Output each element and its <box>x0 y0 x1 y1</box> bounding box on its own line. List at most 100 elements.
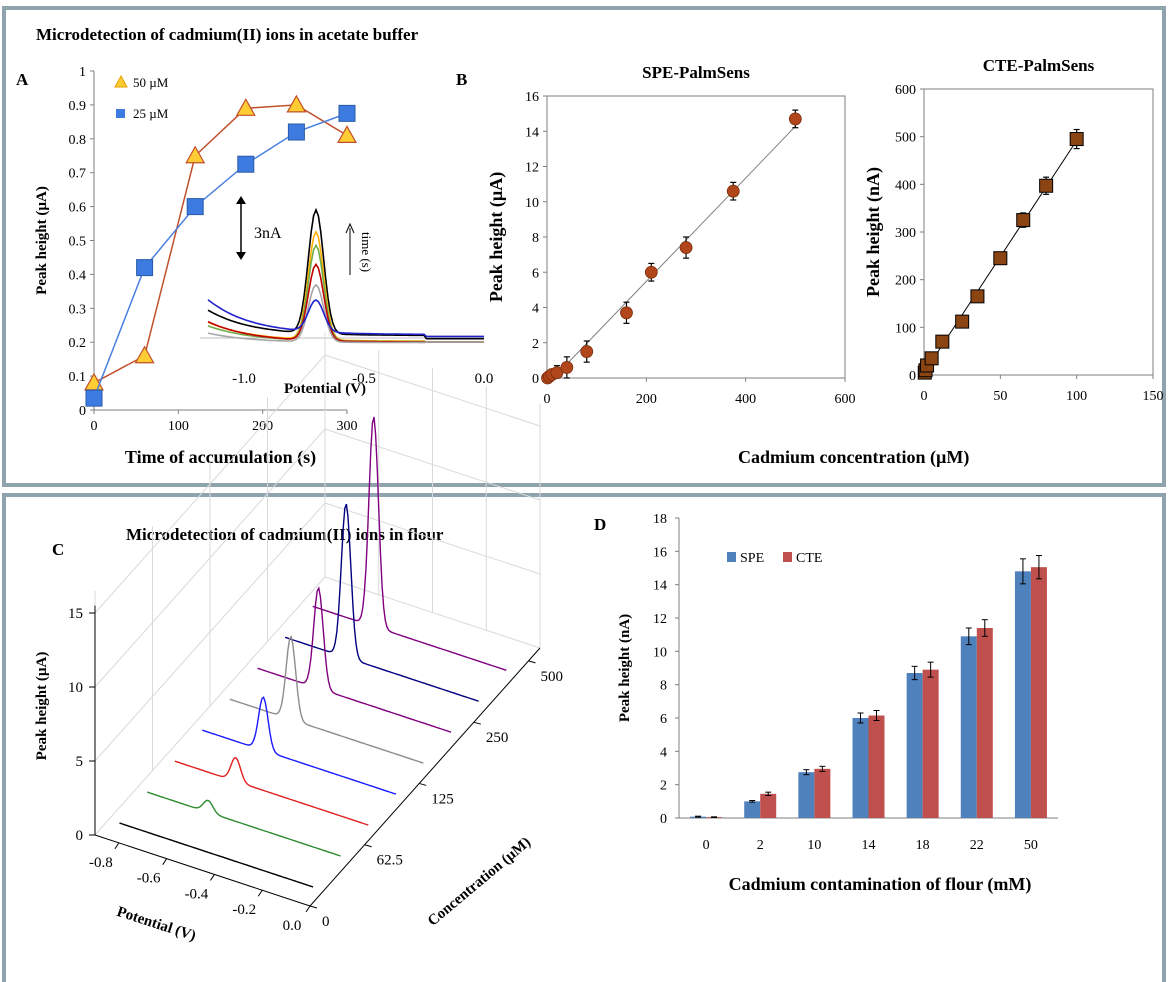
y-tick-label: 18 <box>653 512 667 527</box>
data-point-square <box>287 123 305 141</box>
x-tick-label: 18 <box>916 838 930 853</box>
y-tick-label: 0.5 <box>69 235 87 250</box>
x-tick-label: 22 <box>970 838 984 853</box>
scale-bar-label: 3nA <box>254 225 282 242</box>
data-point-triangle <box>286 94 307 113</box>
height-tick-label: 5 <box>76 754 84 770</box>
y-axis-title: Peak height (µA) <box>34 186 50 295</box>
concentration-tick-label: 125 <box>431 791 454 807</box>
inset-voltammogram-curve <box>207 262 484 343</box>
concentration-tick-mark <box>528 660 536 664</box>
data-point-circle <box>726 184 740 198</box>
waterfall-curve <box>257 586 452 733</box>
potential-tick-label: -0.8 <box>89 855 113 871</box>
plot-area-border <box>546 95 846 379</box>
y-tick-label: 0 <box>79 404 86 419</box>
data-point-circle <box>620 306 633 320</box>
panel-label-d: D <box>594 515 606 534</box>
legend-label: CTE <box>796 551 822 566</box>
x-tick-label: 0 <box>921 389 928 404</box>
concentration-tick-mark <box>419 782 427 786</box>
y-axis-title: Peak height (nA) <box>617 614 633 722</box>
concentration-tick-label: 0 <box>322 914 330 930</box>
inset-x-tick-label: -1.0 <box>232 371 256 387</box>
data-point-square <box>993 251 1008 266</box>
inset-voltammogram-curve <box>207 207 484 340</box>
y-tick-label: 0.1 <box>69 370 87 385</box>
chart-d-bars: 0 2 4 6 8 10 12 14 16 18 Peak height (nA) Cadmium c… <box>617 512 1058 895</box>
data-point-square <box>186 198 204 216</box>
y-tick-label: 16 <box>653 545 667 560</box>
concentration-tick-mark <box>473 721 482 725</box>
data-point-square <box>1069 132 1084 147</box>
x-tick-label: 100 <box>168 419 189 434</box>
data-point-triangle <box>235 98 256 116</box>
panel-label-c: C <box>52 540 64 559</box>
chart-b-shared-xlabel: Cadmium concentration (µM) <box>738 447 969 468</box>
potential-tick-label: -0.6 <box>137 871 161 887</box>
y-axis-title: Peak height (µA) <box>486 172 507 302</box>
bar <box>760 793 777 818</box>
height-tick-label: 10 <box>68 680 83 696</box>
time-arrow-head <box>345 222 355 234</box>
data-point-circle <box>550 366 564 380</box>
data-point-triangle <box>185 145 206 164</box>
fit-line <box>547 126 796 385</box>
concentration-tick-label: 62.5 <box>377 853 403 869</box>
concentration-tick-mark <box>309 905 318 909</box>
legend-label: 50 µM <box>133 75 169 90</box>
y-tick-label: 6 <box>660 712 667 727</box>
x-tick-label: 14 <box>862 838 876 853</box>
potential-axis-line <box>94 834 311 907</box>
chart-title: CTE-PalmSens <box>983 56 1095 75</box>
bar <box>906 673 923 818</box>
bar <box>976 628 993 818</box>
data-point-triangle <box>336 125 358 144</box>
legend-marker <box>116 109 125 118</box>
potential-tick-mark <box>210 874 215 881</box>
data-point-square <box>935 334 950 349</box>
panel-label-a: A <box>16 70 29 89</box>
waterfall-curve <box>312 416 507 671</box>
bar <box>960 636 977 818</box>
waterfall-curve <box>202 696 397 795</box>
y-tick-label: 200 <box>895 274 916 289</box>
chart-b-spe: 0 2 4 6 8 10 12 14 16 0 200 400 600 SPE-PalmSens Peak … <box>486 63 856 407</box>
data-point-square <box>136 259 154 277</box>
top-panel-frame <box>2 6 1166 487</box>
y-tick-label: 4 <box>532 302 539 317</box>
legend-swatch <box>783 552 792 562</box>
potential-tick-mark <box>114 842 120 850</box>
data-point-square <box>85 389 103 407</box>
y-tick-label: 6 <box>532 266 539 281</box>
concentration-tick-mark <box>364 844 372 848</box>
legend-swatch <box>727 552 736 562</box>
waterfall-curve <box>146 791 341 857</box>
x-tick-label: 10 <box>807 838 821 853</box>
y-tick-label: 1 <box>79 65 86 80</box>
y-tick-label: 10 <box>653 645 667 660</box>
y-tick-label: 12 <box>525 161 539 176</box>
y-tick-label: 2 <box>660 779 667 794</box>
legend-marker <box>114 74 128 88</box>
inset-voltammogram-curve <box>207 283 484 344</box>
x-tick-label: 50 <box>993 389 1007 404</box>
height-tick-label: 0 <box>76 828 84 844</box>
time-arrow-label: time (s) <box>359 232 374 272</box>
bar <box>744 801 761 818</box>
inset-x-tick-label: 0.0 <box>475 371 494 387</box>
data-point-circle <box>580 345 594 358</box>
bar <box>1014 571 1031 818</box>
y-tick-label: 0 <box>660 812 667 827</box>
bar <box>852 718 869 818</box>
y-tick-label: 0.7 <box>69 167 87 182</box>
y-tick-label: 8 <box>532 231 539 246</box>
data-point-square <box>970 289 985 304</box>
y-tick-label: 2 <box>532 337 539 352</box>
bar <box>814 768 831 818</box>
x-tick-label: 2 <box>757 838 764 853</box>
y-tick-label: 0.2 <box>69 336 87 351</box>
y-tick-label: 0.8 <box>69 133 87 148</box>
inset-voltammogram-curve <box>207 243 484 343</box>
potential-tick-mark <box>305 905 311 913</box>
